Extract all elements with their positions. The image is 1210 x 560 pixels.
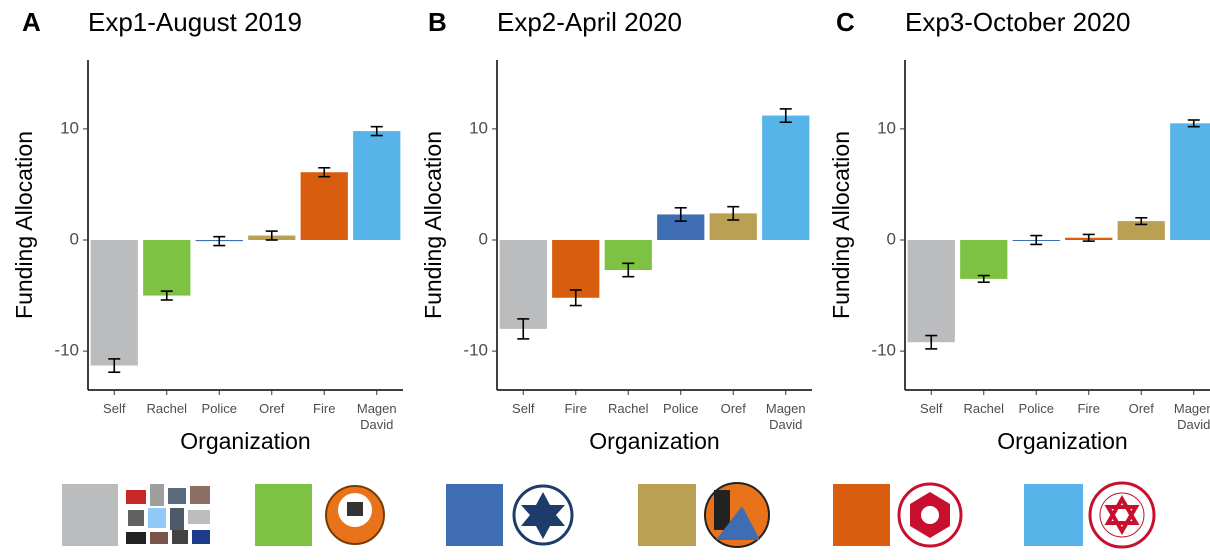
panel-label: A (22, 7, 41, 37)
chart-title: Exp3-October 2020 (905, 7, 1130, 37)
y-tick-label: 10 (877, 118, 896, 137)
x-tick-label: Self (512, 401, 535, 416)
panel-label: B (428, 7, 447, 37)
panel-label: C (836, 7, 855, 37)
y-tick-label: 0 (479, 229, 488, 248)
bar (1170, 123, 1210, 240)
color-swatch (833, 484, 890, 546)
color-swatch (638, 484, 696, 546)
y-tick-label: 10 (469, 118, 488, 137)
fire-emblem (899, 484, 961, 546)
y-axis-label: Funding Allocation (420, 131, 446, 319)
chart-title: Exp1-August 2019 (88, 7, 302, 37)
color-swatch (1024, 484, 1083, 546)
x-axis-label: Organization (997, 428, 1127, 454)
bar (762, 116, 809, 240)
x-tick-label: Police (1019, 401, 1054, 416)
y-axis-label: Funding Allocation (11, 131, 37, 319)
bar (353, 131, 400, 240)
items-icon (126, 484, 210, 544)
x-tick-label: Rachel (608, 401, 649, 416)
figure: A Exp1-August 2019 Funding Allocation Organ… (0, 0, 1210, 560)
color-swatch (62, 484, 118, 546)
y-tick-label: -10 (54, 341, 79, 360)
y-axis-label: Funding Allocation (828, 131, 854, 319)
x-tick-label: Self (920, 401, 943, 416)
color-swatch (446, 484, 503, 546)
oref-emblem (326, 486, 384, 544)
y-tick-label: 10 (60, 118, 79, 137)
chart-title: Exp2-April 2020 (497, 7, 682, 37)
bar (91, 240, 138, 366)
color-swatch (255, 484, 312, 546)
x-tick-label: Fire (313, 401, 335, 416)
bar (500, 240, 547, 329)
y-tick-label: 0 (70, 229, 79, 248)
x-tick-label: Rachel (964, 401, 1005, 416)
bar (143, 240, 190, 296)
civil-defense-emblem (705, 483, 769, 547)
x-tick-label: Police (202, 401, 237, 416)
x-tick-label: Fire (1078, 401, 1100, 416)
x-tick-label: Fire (565, 401, 587, 416)
x-tick-label: Oref (259, 401, 285, 416)
x-tick-label: Rachel (147, 401, 188, 416)
bar (552, 240, 599, 298)
police-emblem (514, 486, 572, 544)
x-tick-label: Police (663, 401, 698, 416)
x-axis-label: Organization (180, 428, 310, 454)
x-axis-label: Organization (589, 428, 719, 454)
x-tick-label: Oref (1129, 401, 1155, 416)
x-tick-label: Oref (721, 401, 747, 416)
icon-row (62, 483, 1154, 547)
x-tick-label: Self (103, 401, 126, 416)
bar (960, 240, 1007, 279)
y-tick-label: 0 (887, 229, 896, 248)
y-tick-label: -10 (463, 341, 488, 360)
mda-emblem (1090, 483, 1154, 547)
bar (301, 172, 348, 240)
y-tick-label: -10 (871, 341, 896, 360)
bar (908, 240, 955, 342)
